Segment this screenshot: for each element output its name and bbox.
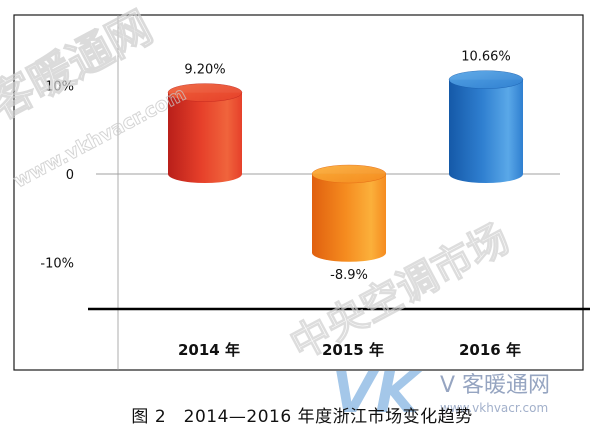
y-tick-label: -10% — [40, 257, 74, 272]
y-tick-label: 10% — [45, 80, 74, 95]
x-tick-label: 2015 年 — [322, 341, 384, 359]
y-axis: 10% 0 -10% — [40, 80, 74, 272]
x-tick-label: 2016 年 — [459, 341, 521, 359]
x-tick-label: 2014 年 — [178, 341, 240, 359]
bar-2015: -8.9% — [311, 164, 387, 283]
vk-logo-site: www.vkhvacr.com — [440, 401, 548, 415]
watermarks: 客暖通网 www.vkhvacr.com 中央空调市场 VK V 客暖通网 ww… — [0, 1, 550, 426]
bar-body — [312, 174, 386, 262]
x-axis: 2014 年 2015 年 2016 年 — [178, 341, 521, 359]
bar-2016: 10.66% — [448, 50, 524, 183]
bar-top — [448, 70, 524, 89]
data-label: 9.20% — [184, 63, 225, 78]
data-label: 10.66% — [461, 50, 511, 65]
vk-logo-cn: V 客暖通网 — [440, 373, 550, 398]
bar-2014: 9.20% — [167, 63, 243, 183]
outer-border — [13, 14, 584, 371]
bar-top — [311, 164, 387, 184]
bar-body — [449, 79, 523, 183]
vk-logo: VK V 客暖通网 www.vkhvacr.com — [332, 361, 550, 426]
figure-caption: 图 2 2014—2016 年度浙江市场变化趋势 — [131, 407, 473, 427]
vk-logo-letters: VK — [332, 361, 422, 426]
bar-top — [167, 83, 243, 102]
bars: 9.20% -8.9% 10.66% — [167, 50, 524, 283]
y-tick-label: 0 — [66, 168, 74, 183]
bar-body — [168, 92, 242, 183]
data-label: -8.9% — [330, 268, 368, 283]
